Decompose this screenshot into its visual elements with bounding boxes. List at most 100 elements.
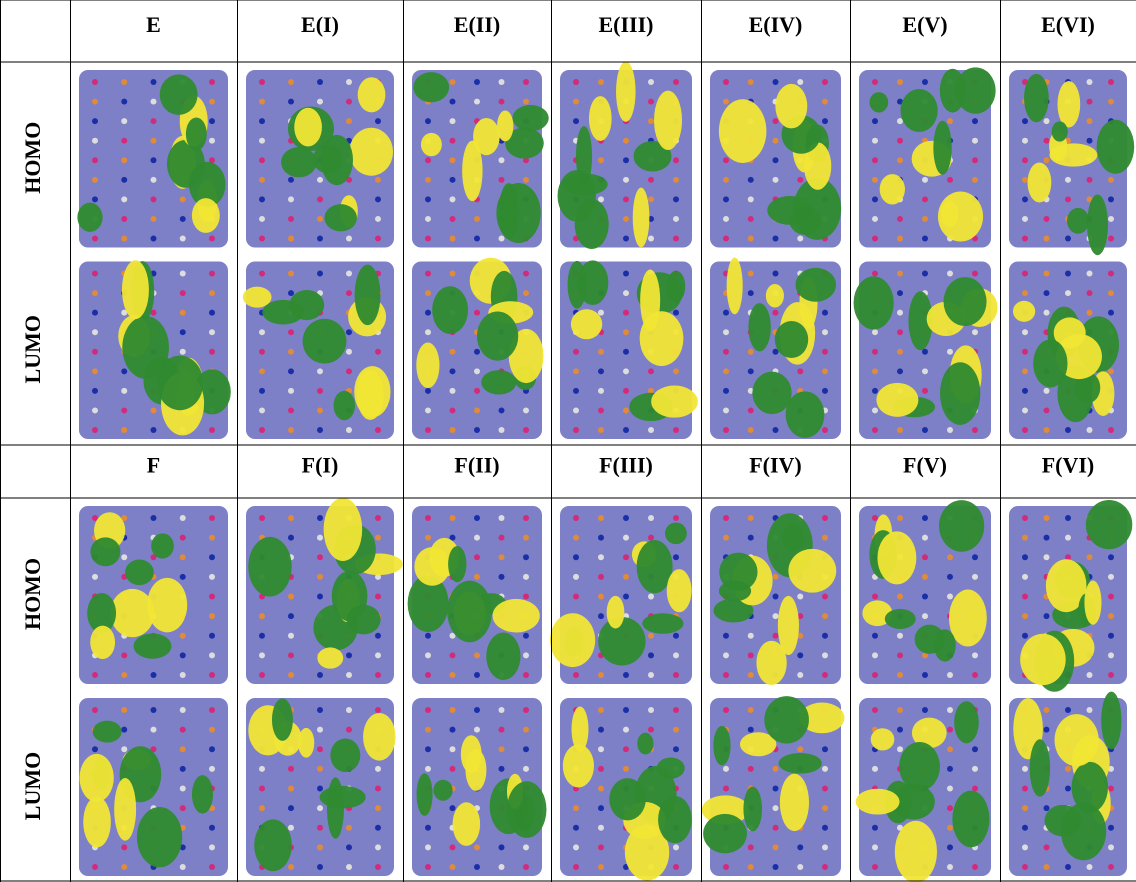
atom [180, 310, 186, 316]
atom [317, 786, 323, 792]
atom [773, 594, 779, 600]
atom [573, 554, 579, 560]
atom [523, 407, 529, 413]
lobe [186, 117, 207, 150]
atom [288, 766, 294, 772]
lobe [609, 778, 646, 820]
atom [1022, 766, 1028, 772]
atom [1065, 196, 1071, 202]
atom [499, 766, 505, 772]
atom [748, 727, 754, 733]
atom [872, 236, 878, 242]
lobe [272, 698, 293, 740]
atom [1108, 864, 1114, 870]
atom [1108, 271, 1114, 277]
atom [209, 290, 215, 296]
atom [673, 216, 679, 222]
atom [474, 535, 480, 541]
atom [92, 427, 98, 433]
column-header: F(VI) [1042, 453, 1095, 478]
atom [773, 271, 779, 277]
atom [897, 707, 903, 713]
atom [623, 707, 629, 713]
atom [474, 707, 480, 713]
atom [450, 407, 456, 413]
atom [598, 844, 604, 850]
atom [623, 349, 629, 355]
atom [972, 138, 978, 144]
atom [872, 368, 878, 374]
orbital-figure: EE(I)E(II)E(III)E(IV)E(V)E(VI)HOMOLUMOFF… [0, 0, 1136, 882]
atom [523, 844, 529, 850]
lobe [462, 141, 482, 202]
atom [259, 157, 265, 163]
atom [872, 271, 878, 277]
atom [922, 177, 928, 183]
atom [972, 574, 978, 580]
atom [375, 633, 381, 639]
atom [375, 594, 381, 600]
atom [209, 864, 215, 870]
atom [872, 844, 878, 850]
atom [209, 746, 215, 752]
lobe [90, 626, 115, 659]
lobe [719, 99, 767, 163]
lobe [607, 596, 625, 629]
atom [972, 766, 978, 772]
atom [92, 574, 98, 580]
atom [673, 554, 679, 560]
atom [523, 633, 529, 639]
atom [450, 79, 456, 85]
lobe [243, 287, 272, 308]
atom [259, 79, 265, 85]
atom [288, 672, 294, 678]
atom [723, 99, 729, 105]
atom [897, 138, 903, 144]
atom [1022, 388, 1028, 394]
atom [1022, 329, 1028, 335]
lobe [727, 257, 743, 314]
atom [872, 79, 878, 85]
lobe [1013, 301, 1035, 322]
atom [92, 290, 98, 296]
atom [822, 746, 828, 752]
atom [151, 216, 157, 222]
atom [1022, 554, 1028, 560]
atom [375, 535, 381, 541]
atom [872, 825, 878, 831]
atom [288, 535, 294, 541]
atom [259, 216, 265, 222]
atom [474, 574, 480, 580]
atom [180, 196, 186, 202]
orbital-image [856, 698, 991, 882]
atom [972, 746, 978, 752]
atom [474, 310, 480, 316]
orbital-image [710, 257, 841, 439]
atom [151, 79, 157, 85]
orbital-image [246, 698, 396, 876]
atom [1044, 554, 1050, 560]
atom [425, 407, 431, 413]
atom [598, 613, 604, 619]
atom [425, 118, 431, 124]
atom [1065, 535, 1071, 541]
orbital-image [79, 506, 228, 684]
atom [1044, 310, 1050, 316]
atom [822, 427, 828, 433]
atom [346, 844, 352, 850]
atom [1087, 177, 1093, 183]
atom [151, 727, 157, 733]
atom [947, 746, 953, 752]
atom [822, 515, 828, 521]
atom [773, 236, 779, 242]
atom [922, 79, 928, 85]
atom [822, 613, 828, 619]
column-header: E(III) [598, 12, 653, 37]
atom [450, 864, 456, 870]
atom [1065, 864, 1071, 870]
atom [723, 652, 729, 658]
lobe [486, 633, 520, 680]
atom [450, 652, 456, 658]
atom [897, 329, 903, 335]
atom [822, 310, 828, 316]
